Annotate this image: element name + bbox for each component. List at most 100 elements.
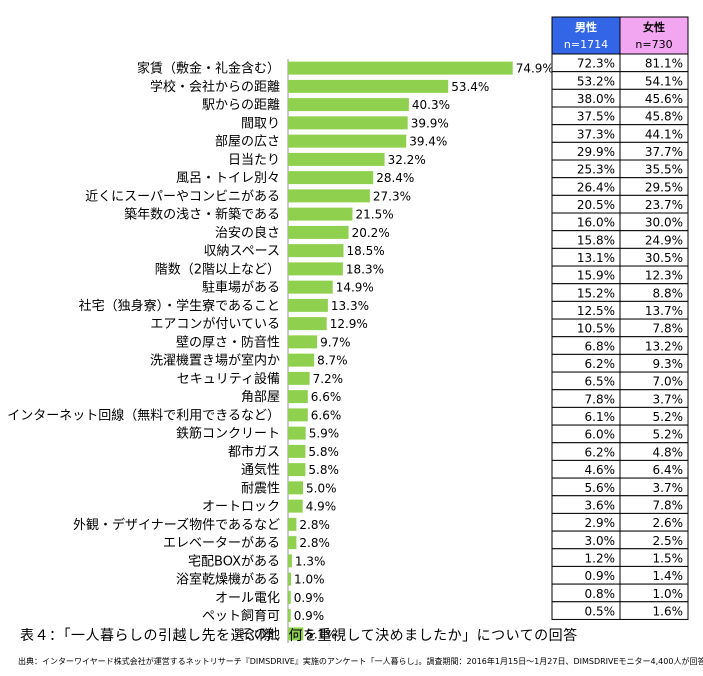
table-cell-value: 1.6% <box>653 604 684 618</box>
table-cell-value: 15.9% <box>577 269 615 283</box>
bar <box>288 517 297 531</box>
table-cell-value: 8.8% <box>653 286 684 300</box>
category-label: 都市ガス <box>228 444 280 460</box>
bar <box>288 152 385 166</box>
bar <box>288 298 328 312</box>
table-cell-value: 13.1% <box>577 251 615 265</box>
table-cell-value: 30.0% <box>645 216 683 230</box>
category-label: 浴室乾燥機がある <box>176 572 280 588</box>
table-cell-value: 23.7% <box>645 198 683 212</box>
table-cell-value: 2.5% <box>653 534 684 548</box>
table-cell-value: 7.8% <box>653 498 684 512</box>
table-cell-value: 7.8% <box>653 322 684 336</box>
category-label: オール電化 <box>215 591 280 606</box>
table-cell-value: 45.8% <box>645 110 683 124</box>
value-label: 5.0% <box>306 481 337 495</box>
value-label: 32.2% <box>388 153 426 167</box>
bar <box>288 207 353 221</box>
category-label: エレベーターがある <box>163 536 280 551</box>
table-cell-value: 0.5% <box>585 604 616 618</box>
table-cell-value: 9.3% <box>653 357 684 371</box>
bar <box>288 371 310 385</box>
category-label: 駅からの距離 <box>202 98 280 113</box>
table-cell-value: 1.4% <box>653 569 684 583</box>
table-cell-value: 0.9% <box>585 569 616 583</box>
bar <box>288 134 407 148</box>
table-cell-value: 2.9% <box>585 516 616 530</box>
table-cell-value: 44.1% <box>645 127 683 141</box>
table-cell-value: 4.6% <box>585 463 616 477</box>
category-label: オートロック <box>202 500 280 515</box>
category-label: 家賃（敷金・礼金含む） <box>137 61 280 77</box>
value-label: 53.4% <box>451 80 489 94</box>
table-cell-value: 6.2% <box>585 357 616 371</box>
value-label: 1.0% <box>294 573 325 587</box>
table-header-n: n=1714 <box>564 38 608 51</box>
bar <box>288 390 308 404</box>
value-label: 6.6% <box>311 390 342 404</box>
category-label: 外観・デザイナーズ物件であるなど <box>73 517 280 533</box>
table-cell-value: 13.2% <box>645 339 683 353</box>
table-cell-value: 0.8% <box>585 587 616 601</box>
table-cell-value: 6.0% <box>585 428 616 442</box>
table-cell-value: 20.5% <box>577 198 615 212</box>
table-cell-value: 3.6% <box>585 498 616 512</box>
category-label: 学校・会社からの距離 <box>150 79 280 95</box>
bar <box>288 61 513 75</box>
value-label: 28.4% <box>376 171 414 185</box>
table-cell-value: 3.7% <box>653 392 684 406</box>
chart-caption: 表４：「一人暮らしの引越し先を選ぶ際、何を重視して決めましたか」についての回答 <box>20 628 578 644</box>
value-label: 14.9% <box>336 281 374 295</box>
table-cell-value: 15.2% <box>577 286 615 300</box>
bar <box>288 353 315 367</box>
value-label: 2.8% <box>299 536 330 550</box>
category-label: 通気性 <box>241 462 280 478</box>
value-label: 7.2% <box>313 372 344 386</box>
table-cell <box>619 601 689 620</box>
table-cell-value: 6.4% <box>653 463 684 477</box>
value-label: 8.7% <box>317 354 348 368</box>
category-label: 階数（2階以上など） <box>155 262 280 277</box>
table-cell-value: 35.5% <box>645 163 683 177</box>
table-cell-value: 26.4% <box>577 180 615 194</box>
category-label: 日当たり <box>228 153 280 168</box>
table-cell-value: 29.9% <box>577 145 615 159</box>
bar <box>288 444 306 458</box>
table-cell-value: 37.3% <box>577 127 615 141</box>
category-label: 耐震性 <box>241 481 280 496</box>
category-label: 築年数の浅さ・新築である <box>124 207 280 223</box>
table-header-label: 女性 <box>643 20 665 34</box>
bar <box>288 499 303 513</box>
table-cell-value: 24.9% <box>645 233 683 247</box>
bar <box>288 244 344 258</box>
table-cell-value: 6.1% <box>585 410 616 424</box>
table-cell-value: 7.8% <box>585 392 616 406</box>
value-label: 4.9% <box>306 500 337 514</box>
table-cell-value: 10.5% <box>577 322 615 336</box>
value-label: 27.3% <box>373 189 411 203</box>
bar <box>288 171 374 185</box>
value-label: 9.7% <box>320 335 351 349</box>
bar <box>288 225 349 239</box>
category-label: 収納スペース <box>204 244 280 259</box>
value-label: 1.3% <box>295 554 326 568</box>
category-label: 治安の良さ <box>215 225 280 241</box>
table-cell-value: 38.0% <box>577 92 615 106</box>
bar <box>288 590 291 604</box>
bar <box>288 554 292 568</box>
table-cell-value: 2.6% <box>653 516 684 530</box>
table-cell-value: 54.1% <box>645 74 683 88</box>
value-label: 5.8% <box>308 463 339 477</box>
bar <box>288 572 291 586</box>
table-cell-value: 5.6% <box>585 481 616 495</box>
bar <box>288 335 318 349</box>
value-label: 18.5% <box>347 244 385 258</box>
value-label: 5.8% <box>308 445 339 459</box>
value-label: 21.5% <box>356 208 394 222</box>
table-cell-value: 3.7% <box>653 481 684 495</box>
bar <box>288 79 449 93</box>
table-cell-value: 7.0% <box>653 375 684 389</box>
value-label: 13.3% <box>331 299 369 313</box>
bar <box>288 408 308 422</box>
table-cell-value: 6.2% <box>585 445 616 459</box>
